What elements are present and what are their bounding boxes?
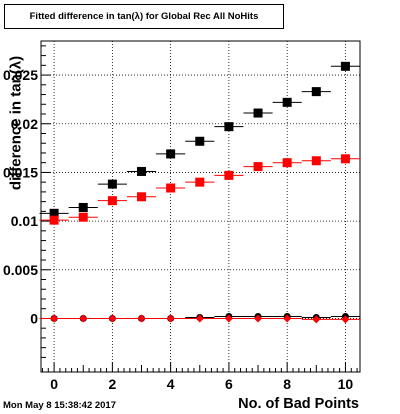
data-point-square xyxy=(282,158,292,168)
data-point-square xyxy=(311,156,321,166)
timestamp: Mon May 8 15:38:42 2017 xyxy=(3,400,117,411)
data-point-square xyxy=(224,170,234,180)
data-point-diamond xyxy=(254,314,263,323)
plot-frame xyxy=(40,40,361,373)
data-point-square xyxy=(340,154,350,164)
data-point-diamond xyxy=(137,314,146,323)
chart-title-box: Fitted difference in tan(λ) for Global R… xyxy=(4,4,284,29)
x-tick-label: 8 xyxy=(283,376,291,392)
data-point-square xyxy=(107,196,117,206)
x-tick-label: 2 xyxy=(108,376,116,392)
x-tick-label: 0 xyxy=(50,376,58,392)
chart-title: Fitted difference in tan(λ) for Global R… xyxy=(29,11,259,22)
x-axis-title: No. of Bad Points xyxy=(238,396,359,412)
data-point-diamond xyxy=(79,314,88,323)
data-point-square xyxy=(224,122,234,132)
x-tick-label: 6 xyxy=(225,376,233,392)
data-point-square xyxy=(166,183,176,193)
y-tick-label: 0.005 xyxy=(3,262,38,278)
data-point-square xyxy=(282,97,292,107)
data-point-square xyxy=(49,215,59,225)
data-point-square xyxy=(340,61,350,71)
data-point-diamond xyxy=(341,315,350,324)
data-point-diamond xyxy=(195,314,204,323)
data-point-square xyxy=(107,179,117,189)
data-point-square xyxy=(137,166,147,176)
data-point-square xyxy=(78,212,88,222)
data-point-square xyxy=(195,177,205,187)
data-point-square xyxy=(166,149,176,159)
data-point-square xyxy=(311,87,321,97)
data-point-diamond xyxy=(108,314,117,323)
data-point-diamond xyxy=(50,314,59,323)
x-tick-label: 4 xyxy=(167,376,175,392)
y-tick-label: 0 xyxy=(30,310,38,326)
data-point-diamond xyxy=(224,314,233,323)
y-tick-label: 0.025 xyxy=(3,67,38,83)
x-tick-label: 10 xyxy=(338,376,354,392)
data-point-square xyxy=(253,108,263,118)
y-tick-label: 0.01 xyxy=(11,213,38,229)
data-point-square xyxy=(137,192,147,202)
data-point-square xyxy=(78,202,88,212)
data-point-square xyxy=(253,162,263,172)
data-point-diamond xyxy=(166,314,175,323)
y-axis-title: difference in tan(λ) xyxy=(7,55,25,191)
data-point-square xyxy=(195,136,205,146)
y-tick-label: 0.015 xyxy=(3,164,38,180)
data-point-diamond xyxy=(312,315,321,324)
data-point-square xyxy=(49,208,59,218)
data-point-diamond xyxy=(283,314,292,323)
y-tick-label: 0.02 xyxy=(11,116,38,132)
